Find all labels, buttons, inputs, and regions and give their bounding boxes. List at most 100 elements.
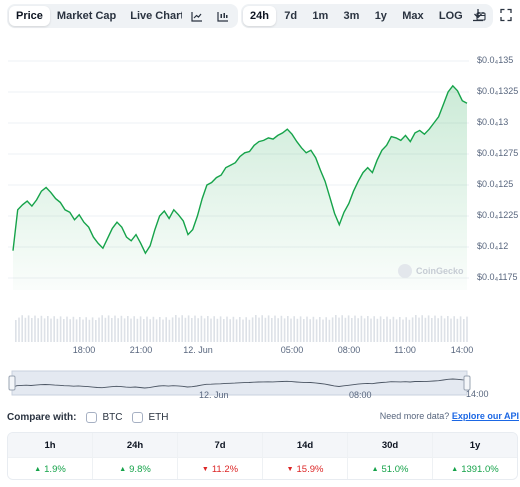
volume-bar (232, 316, 235, 342)
checkbox-box[interactable] (86, 411, 98, 423)
api-promo: Need more data? Explore our API (380, 411, 519, 421)
download-button[interactable] (472, 8, 486, 24)
range-3m-label: 3m (343, 10, 360, 22)
compare-btc-checkbox[interactable]: BTC (86, 411, 122, 423)
volume-bar (117, 318, 119, 342)
volume-bar (162, 319, 164, 342)
y-axis-tick-label: $0.0₄12 (477, 241, 509, 251)
y-axis-tick-label: $0.0₄125 (477, 179, 514, 189)
volume-bar (367, 316, 369, 342)
price-area (13, 85, 467, 290)
volume-bar (136, 318, 139, 342)
volume-bar (405, 317, 407, 342)
candlestick-button[interactable] (210, 6, 236, 26)
price-chart[interactable]: $0.0₄135 $0.0₄1325 $0.0₄13 $0.0₄1275 $0.0₄12… (0, 36, 520, 408)
volume-bar (274, 315, 276, 342)
performance-value: 51.0% (381, 464, 409, 475)
range-log-label: LOG (438, 10, 463, 22)
volume-bar (75, 319, 78, 342)
volume-bar (239, 317, 241, 342)
range-log[interactable]: LOG (432, 6, 470, 26)
navigator-handle[interactable] (8, 375, 16, 391)
y-axis-tick-label: $0.0₄135 (477, 55, 514, 65)
volume-bar (287, 316, 289, 342)
y-axis-tick-label: $0.0₄1275 (477, 148, 519, 158)
volume-bar (130, 318, 132, 342)
volume-bar (408, 319, 411, 342)
caret-down-icon: ▼ (286, 466, 294, 473)
volume-bar (312, 316, 315, 342)
volume-bar (456, 318, 459, 342)
y-axis-tick-label: $0.0₄1325 (477, 86, 519, 96)
volume-bar (395, 319, 398, 342)
range-24h-label: 24h (250, 10, 269, 22)
volume-bar (424, 317, 427, 342)
volume-bar (104, 317, 107, 342)
compare-row: Compare with: BTC ETH Need more data? Ex… (7, 410, 519, 424)
range-3m[interactable]: 3m (337, 6, 367, 26)
volume-bar (280, 315, 283, 342)
volume-bar (184, 317, 187, 342)
range-max[interactable]: Max (395, 6, 430, 26)
explore-api-link[interactable]: Explore our API (451, 411, 519, 421)
tab-market-cap[interactable]: Market Cap (50, 6, 123, 26)
volume-bar (139, 316, 142, 342)
performance-value: 1391.0% (461, 464, 499, 475)
performance-period-header: 1y (432, 433, 517, 457)
navigator-handle[interactable] (463, 375, 471, 391)
volume-bar (210, 318, 212, 342)
range-tab-group: 24h 7d 1m 3m 1y Max LOG (241, 4, 493, 28)
line-chart-icon (191, 11, 203, 22)
compare-eth-checkbox[interactable]: ETH (132, 411, 168, 423)
volume-bar (152, 316, 155, 342)
caret-up-icon: ▲ (34, 466, 42, 473)
volume-bar (325, 317, 327, 342)
volume-bar (207, 316, 209, 342)
volume-bar (168, 319, 171, 342)
range-1y[interactable]: 1y (368, 6, 394, 26)
range-7d[interactable]: 7d (277, 6, 304, 26)
performance-value-cell: ▲ 1.9% (8, 458, 92, 479)
volume-bar (251, 317, 254, 342)
volume-bar (306, 316, 308, 342)
navigator[interactable] (8, 370, 471, 396)
volume-bar (203, 318, 206, 342)
volume-bar (200, 315, 203, 342)
volume-bar (447, 316, 449, 342)
volume-bar (331, 317, 334, 342)
volume-bar (290, 318, 292, 342)
performance-period-header: 24h (92, 433, 177, 457)
volume-bar (242, 319, 244, 342)
range-1m[interactable]: 1m (305, 6, 335, 26)
fullscreen-button[interactable] (500, 8, 514, 24)
price-line (12, 84, 468, 255)
volume-bar (21, 315, 23, 342)
volume-bar (191, 318, 193, 342)
volume-bar (463, 319, 465, 342)
download-icon (472, 8, 484, 25)
volume-bar (363, 318, 366, 342)
volume-bar (34, 315, 36, 342)
volume-bar (344, 317, 347, 342)
tab-price[interactable]: Price (9, 6, 50, 26)
performance-table: 1h 24h 7d 14d 30d 1y ▲ 1.9% ▲ 9.8% ▼ 11.2% ▼ 15.9% ▲ 5… (7, 432, 518, 480)
volume-bar (187, 315, 190, 342)
performance-period-header: 30d (347, 433, 432, 457)
range-1y-label: 1y (374, 10, 387, 22)
volume-bar (63, 319, 65, 342)
volume-bar (72, 316, 75, 342)
watermark-text: CoinGecko (416, 266, 464, 276)
volume-bar (383, 319, 385, 342)
volume-bar (338, 317, 340, 342)
volume-bar (194, 315, 196, 342)
volume-bar (127, 316, 129, 342)
volume-bar (50, 318, 52, 342)
line-chart-button[interactable] (184, 6, 210, 26)
performance-period-header: 14d (262, 433, 347, 457)
x-axis-tick-label: 11:00 (394, 345, 416, 355)
volume-bar (37, 318, 39, 342)
volume-bar (107, 315, 110, 342)
volume-bar (466, 316, 468, 342)
range-24h[interactable]: 24h (243, 6, 276, 26)
checkbox-box[interactable] (132, 411, 144, 423)
